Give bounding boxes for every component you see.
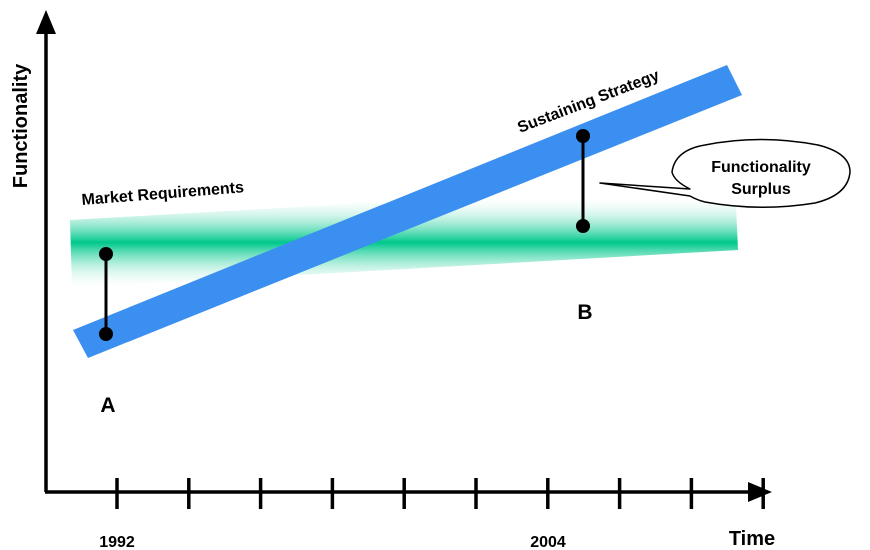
x-axis-ticks (115, 478, 765, 509)
functionality-surplus-callout (599, 138, 851, 209)
callout-line-2: Surplus (731, 181, 791, 198)
x-axis-arrowhead (748, 482, 772, 502)
market-requirements-label: Market Requirements (81, 179, 245, 209)
point-b-label: B (577, 301, 592, 324)
y-axis-arrowhead (36, 10, 56, 34)
y-axis-label: Functionality (10, 63, 32, 188)
tick-label-2004: 2004 (530, 534, 566, 550)
callout-line-1: Functionality (711, 159, 811, 176)
point-a-bottom-marker (99, 327, 113, 341)
point-b-top-marker (576, 129, 590, 143)
x-axis-label: Time (729, 528, 775, 550)
point-a-label: A (100, 394, 115, 417)
point-a-top-marker (99, 247, 113, 261)
point-b-bottom-marker (576, 219, 590, 233)
market-requirements-band (70, 182, 738, 288)
sustaining-strategy-band (73, 65, 742, 358)
tick-label-1992: 1992 (99, 534, 135, 550)
